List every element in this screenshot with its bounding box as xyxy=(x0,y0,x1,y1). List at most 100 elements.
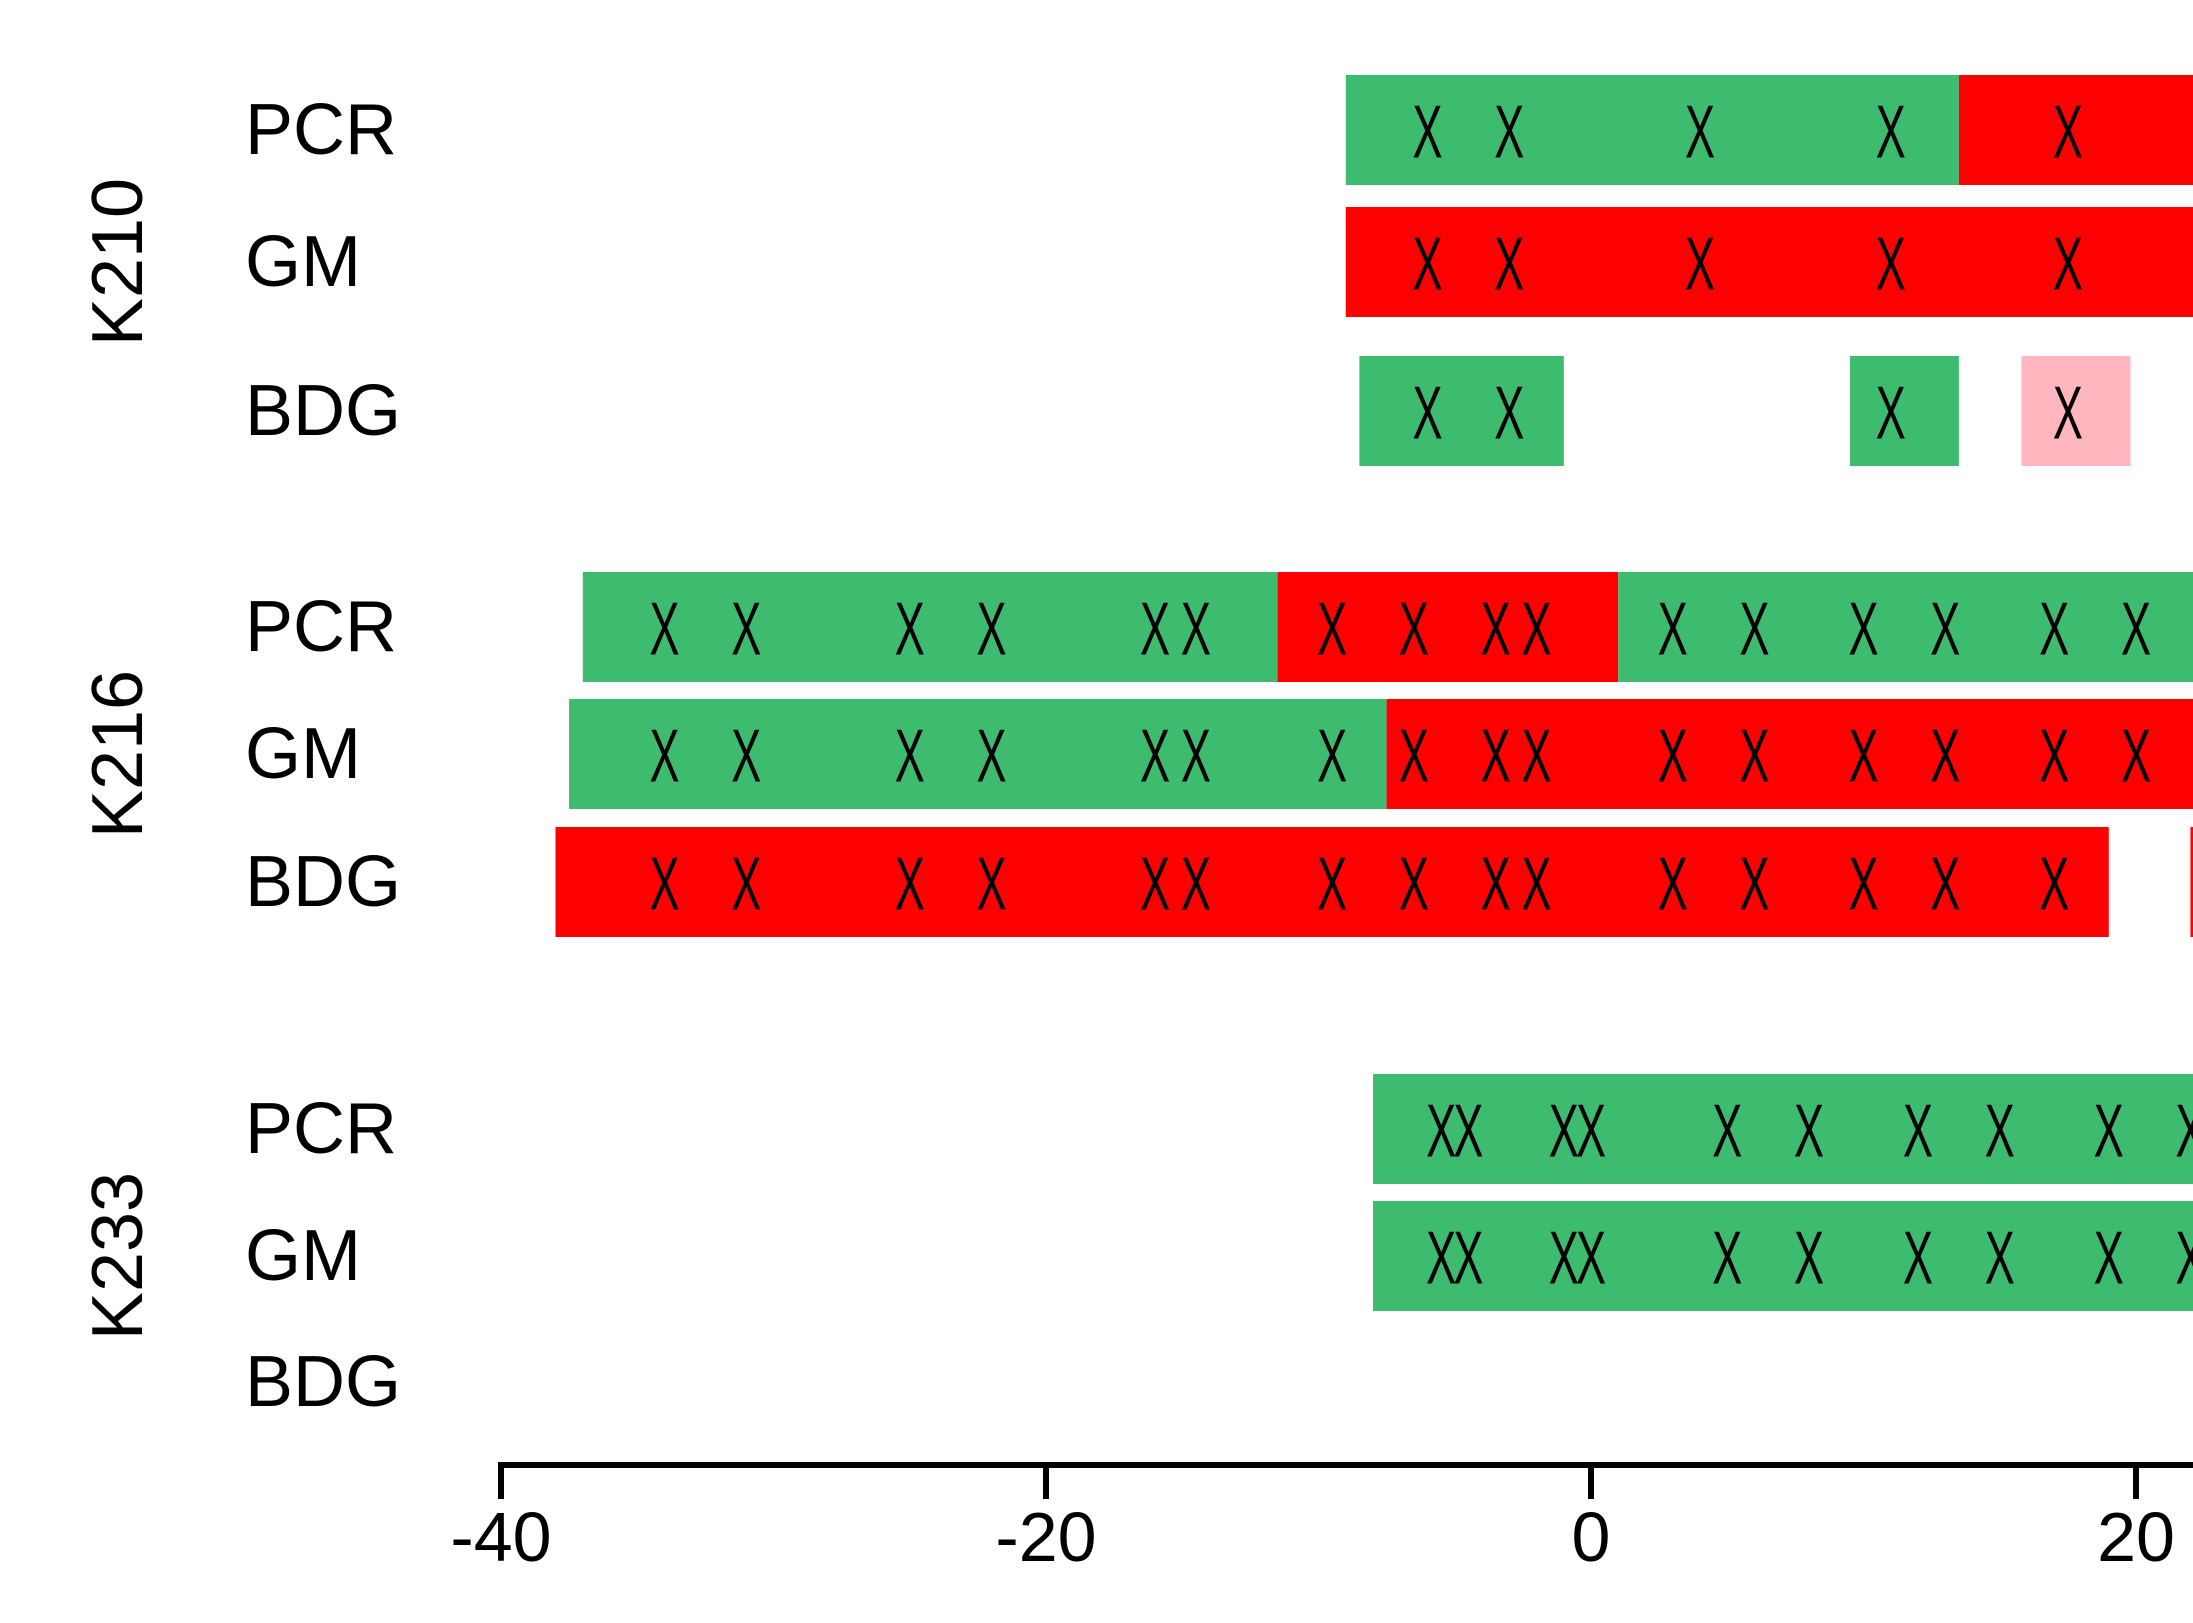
row-label: PCR xyxy=(245,90,397,170)
sample-marker: X xyxy=(1494,223,1524,307)
sample-marker: X xyxy=(1399,843,1429,927)
sample-marker: X xyxy=(731,715,761,799)
sample-marker: X xyxy=(976,715,1006,799)
sample-marker: X xyxy=(1317,588,1347,672)
sample-marker: X xyxy=(1848,715,1878,799)
sample-marker: X xyxy=(1181,843,1211,927)
row-pcr: PCRXXXXXXXXXXXXXXXXXXXXX xyxy=(245,1074,2193,1184)
row-bdg: BDGXXXXXXXXXXXXXXXXXXXXXX xyxy=(245,827,2193,937)
sample-marker: X xyxy=(1739,588,1769,672)
patient-label: K210 xyxy=(78,178,158,346)
sample-marker: X xyxy=(1848,843,1878,927)
x-tick-label: -20 xyxy=(995,1498,1096,1576)
sample-marker: X xyxy=(2039,715,2069,799)
sample-marker: X xyxy=(1412,223,1442,307)
sample-marker: X xyxy=(2094,1217,2124,1301)
segment-negative xyxy=(1359,356,1564,466)
sample-marker: X xyxy=(1453,1090,1483,1174)
sample-marker: X xyxy=(1876,223,1906,307)
sample-marker: X xyxy=(2039,843,2069,927)
sample-marker: X xyxy=(1712,1217,1742,1301)
sample-marker: X xyxy=(1930,715,1960,799)
segment-positive xyxy=(2190,827,2193,937)
sample-marker: X xyxy=(1876,372,1906,456)
sample-marker: X xyxy=(1794,1090,1824,1174)
sample-marker: X xyxy=(2053,372,2083,456)
sample-marker: X xyxy=(2121,715,2151,799)
sample-marker: X xyxy=(1848,588,1878,672)
sample-marker: X xyxy=(1453,1217,1483,1301)
sample-marker: X xyxy=(1426,1217,1456,1301)
sample-marker: X xyxy=(895,843,925,927)
x-tick-label: 0 xyxy=(1572,1498,1611,1576)
sample-marker: X xyxy=(1521,843,1551,927)
sample-marker: X xyxy=(2053,91,2083,175)
row-pcr: PCRXXXXXXXXXXXXXXXXXXXXXXX xyxy=(245,572,2193,682)
sample-marker: X xyxy=(1521,715,1551,799)
segment-positive xyxy=(1277,572,1619,682)
segment-negative xyxy=(582,572,1278,682)
sample-marker: X xyxy=(649,843,679,927)
sample-marker: X xyxy=(1794,1217,1824,1301)
sample-marker: X xyxy=(1140,843,1170,927)
row-label: BDG xyxy=(245,371,401,451)
sample-marker: X xyxy=(1658,588,1688,672)
sample-marker: X xyxy=(1317,715,1347,799)
sample-marker: X xyxy=(1181,715,1211,799)
sample-marker: X xyxy=(2175,1217,2193,1301)
segment-negative xyxy=(1618,572,2193,682)
sample-marker: X xyxy=(1426,1090,1456,1174)
patient-label: K216 xyxy=(78,670,158,838)
row-label: GM xyxy=(245,1216,361,1296)
sample-marker: X xyxy=(1549,1217,1579,1301)
segment-negative xyxy=(1373,1201,2193,1311)
sample-marker: X xyxy=(1181,588,1211,672)
sample-marker: X xyxy=(1549,1090,1579,1174)
sample-marker: X xyxy=(1412,91,1442,175)
x-axis: -40-20020406080 xyxy=(450,1462,2193,1576)
sample-marker: X xyxy=(1576,1090,1606,1174)
patients-layer: K210PCRXXXXXXXGMXXXXXXXBDGXXXXXK216PCRXX… xyxy=(78,75,2193,1422)
sample-marker: X xyxy=(1685,223,1715,307)
sample-marker: X xyxy=(1399,588,1429,672)
segment-positive xyxy=(1958,75,2193,185)
segment-negative xyxy=(1849,356,1959,466)
row-label: BDG xyxy=(245,842,401,922)
sample-marker: X xyxy=(731,588,761,672)
segment-negative xyxy=(569,699,1387,809)
sample-marker: X xyxy=(1739,715,1769,799)
sample-marker: X xyxy=(1494,91,1524,175)
sample-marker: X xyxy=(1985,1090,2015,1174)
sample-marker: X xyxy=(649,715,679,799)
segment-positive xyxy=(555,827,2109,937)
sample-marker: X xyxy=(976,843,1006,927)
patient-label: K233 xyxy=(78,1172,158,1340)
sample-marker: X xyxy=(1412,372,1442,456)
row-label: PCR xyxy=(245,587,397,667)
sample-marker: X xyxy=(1985,1217,2015,1301)
x-tick-label: -40 xyxy=(450,1498,551,1576)
sample-marker: X xyxy=(1930,843,1960,927)
sample-marker: X xyxy=(1712,1090,1742,1174)
sample-marker: X xyxy=(1481,715,1511,799)
sample-marker: X xyxy=(895,715,925,799)
segment-positive xyxy=(1386,699,2193,809)
sample-marker: X xyxy=(1494,372,1524,456)
row-gm: GMXXXXXXXXXXXXXXXXXXXXX xyxy=(245,1201,2193,1311)
row-gm: GMXXXXXXXXXXXXXXXXXXXXXXX xyxy=(245,699,2193,809)
sample-marker: X xyxy=(2175,1090,2193,1174)
sample-marker: X xyxy=(1481,588,1511,672)
sample-marker: X xyxy=(731,843,761,927)
sample-marker: X xyxy=(976,588,1006,672)
x-tick-label: 20 xyxy=(2097,1498,2175,1576)
sample-marker: X xyxy=(1521,588,1551,672)
sample-marker: X xyxy=(1685,91,1715,175)
sample-marker: X xyxy=(2039,588,2069,672)
patient-group-k233: K233PCRXXXXXXXXXXXXXXXXXXXXXGMXXXXXXXXXX… xyxy=(78,1074,2193,1422)
sample-marker: X xyxy=(649,588,679,672)
sample-marker: X xyxy=(1930,588,1960,672)
sample-marker: X xyxy=(1317,843,1347,927)
